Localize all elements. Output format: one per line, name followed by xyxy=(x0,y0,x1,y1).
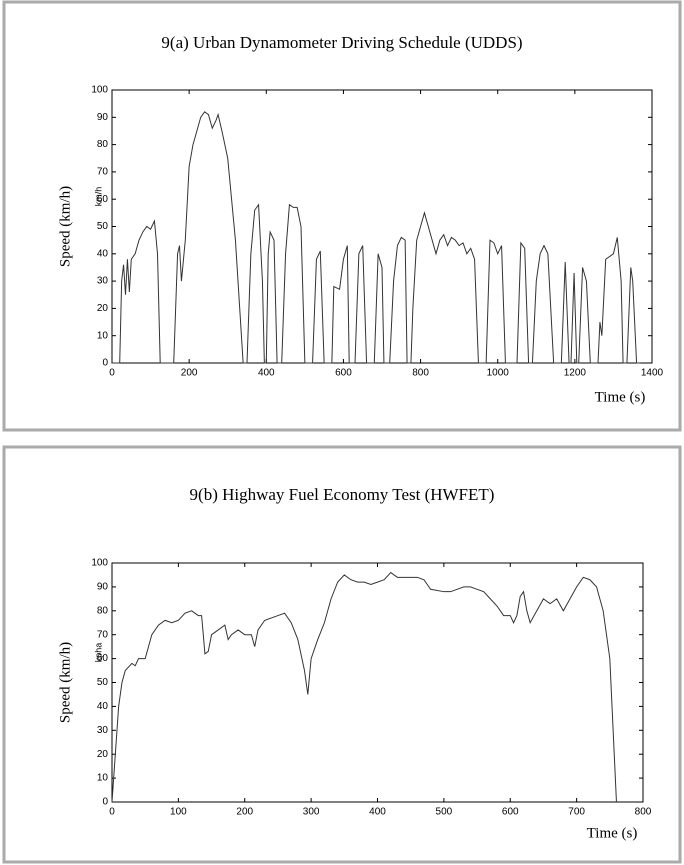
speed-line xyxy=(112,111,641,364)
panel xyxy=(2,445,682,864)
y-tick-label: 100 xyxy=(91,85,108,96)
y-tick-label: 50 xyxy=(97,677,109,688)
y-tick-label: 30 xyxy=(97,725,109,736)
x-tick-label: 1200 xyxy=(564,368,587,379)
x-tick-label: 400 xyxy=(369,807,386,818)
y-tick-label: 0 xyxy=(102,358,108,369)
x-tick-label: 700 xyxy=(568,807,585,818)
y-tick-label: 10 xyxy=(97,773,109,784)
x-tick-label: 1400 xyxy=(641,368,664,379)
y-tick-label: 20 xyxy=(97,303,109,314)
y-tick-label: 40 xyxy=(97,701,109,712)
panel xyxy=(2,0,682,432)
plot-area xyxy=(111,89,653,364)
x-tick-label: 400 xyxy=(258,368,275,379)
x-axis-label: Time (s) xyxy=(587,825,638,841)
x-tick-label: 600 xyxy=(335,368,352,379)
y-tick-label: 60 xyxy=(97,653,109,664)
chart-title: 9(a) Urban Dynamometer Driving Schedule … xyxy=(161,33,522,52)
y-tick-label: 60 xyxy=(97,194,109,205)
y-tick-label: 70 xyxy=(97,629,109,640)
y-axis-label: Speed (km/h) xyxy=(57,186,73,267)
y-tick-label: 90 xyxy=(97,112,109,123)
y-tick-label: 70 xyxy=(97,167,109,178)
y-tick-label: 80 xyxy=(97,139,109,150)
x-tick-label: 200 xyxy=(236,807,253,818)
y-tick-label: 50 xyxy=(97,221,109,232)
chart-title: 9(b) Highway Fuel Economy Test (HWFET) xyxy=(190,485,495,504)
y-tick-label: 90 xyxy=(97,582,109,593)
unit-label: kpha xyxy=(93,643,103,663)
y-tick-label: 10 xyxy=(97,330,109,341)
y-tick-label: 80 xyxy=(97,605,109,616)
x-tick-label: 800 xyxy=(635,807,652,818)
x-tick-label: 1000 xyxy=(487,368,510,379)
y-axis-label: Speed (km/h) xyxy=(57,642,73,723)
x-tick-label: 600 xyxy=(502,807,519,818)
x-tick-label: 500 xyxy=(436,807,453,818)
speed-line xyxy=(111,571,617,803)
x-axis-label: Time (s) xyxy=(595,389,646,405)
x-tick-label: 800 xyxy=(412,368,429,379)
y-tick-label: 100 xyxy=(91,558,108,569)
x-tick-label: 0 xyxy=(109,807,115,818)
y-tick-label: 30 xyxy=(97,276,109,287)
plot-area xyxy=(111,562,644,803)
x-tick-label: 0 xyxy=(109,368,115,379)
y-tick-label: 0 xyxy=(102,797,108,808)
x-tick-label: 200 xyxy=(181,368,198,379)
y-tick-label: 20 xyxy=(97,749,109,760)
unit-label: km/h xyxy=(93,187,103,207)
x-tick-label: 100 xyxy=(170,807,187,818)
y-tick-label: 40 xyxy=(97,248,109,259)
x-tick-label: 300 xyxy=(303,807,320,818)
